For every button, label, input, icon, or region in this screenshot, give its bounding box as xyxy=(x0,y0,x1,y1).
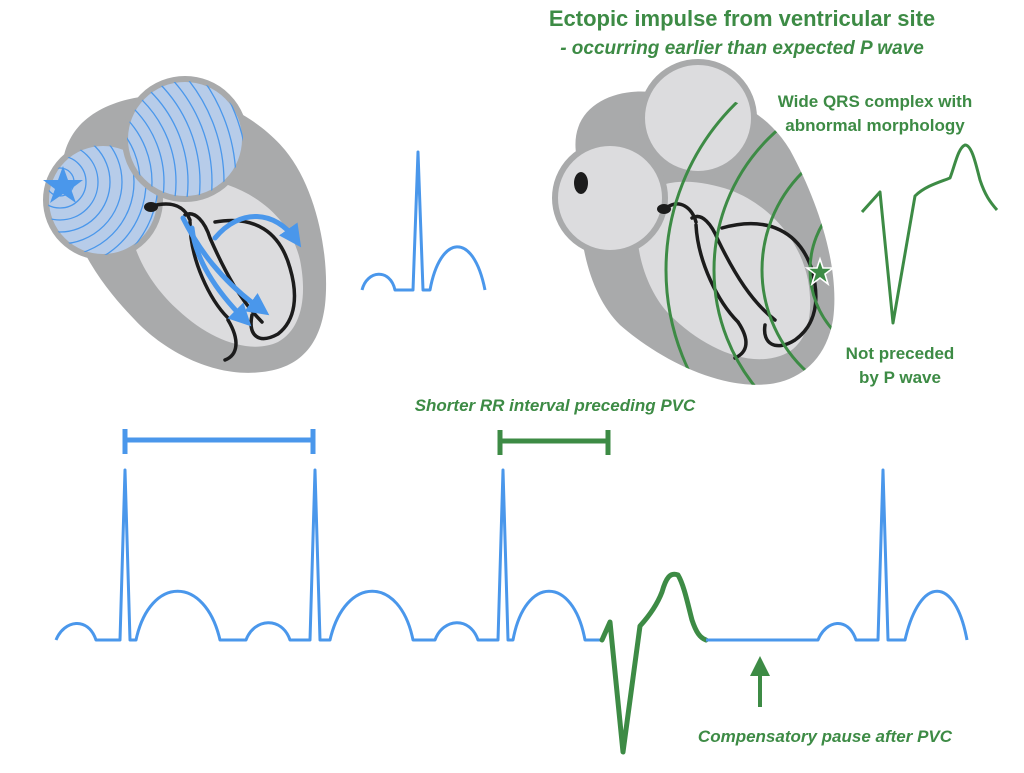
p-wave-note-line-2: by P wave xyxy=(859,368,941,387)
short-rr-bracket xyxy=(497,430,611,455)
sa-node-star-icon xyxy=(43,166,83,203)
normal-rr-bracket xyxy=(122,429,316,454)
qrs-note-line-1: Wide QRS complex with xyxy=(777,92,973,111)
diagram-title: Ectopic impulse from ventricular site xyxy=(548,6,936,31)
sa-node-silent xyxy=(574,172,588,194)
ectopic-heart xyxy=(552,59,999,385)
ecg-pvc-complex xyxy=(599,571,709,755)
ecg-rhythm-strip-after-pvc xyxy=(706,468,969,642)
right-atrium xyxy=(122,76,248,202)
compensatory-pause-note: Compensatory pause after PVC xyxy=(697,727,953,746)
conduction-arrows xyxy=(180,214,302,327)
ecg-rhythm-strip-normal xyxy=(54,468,602,642)
right-av-node xyxy=(657,204,671,214)
av-node xyxy=(144,202,158,212)
pvc-beat-trace xyxy=(860,143,999,325)
ectopic-focus-star-icon xyxy=(804,256,836,287)
rr-interval-note: Shorter RR interval preceding PVC xyxy=(414,396,696,415)
normal-heart xyxy=(43,76,487,373)
right-heart-right-atrium xyxy=(639,59,757,177)
diagram-subtitle: - occurring earlier than expected P wave xyxy=(560,38,924,59)
qrs-note-line-2: abnormal morphology xyxy=(785,116,965,135)
normal-beat-trace xyxy=(360,150,487,292)
p-wave-note-line-1: Not preceded xyxy=(845,344,955,363)
right-heart-left-atrium xyxy=(552,140,668,256)
